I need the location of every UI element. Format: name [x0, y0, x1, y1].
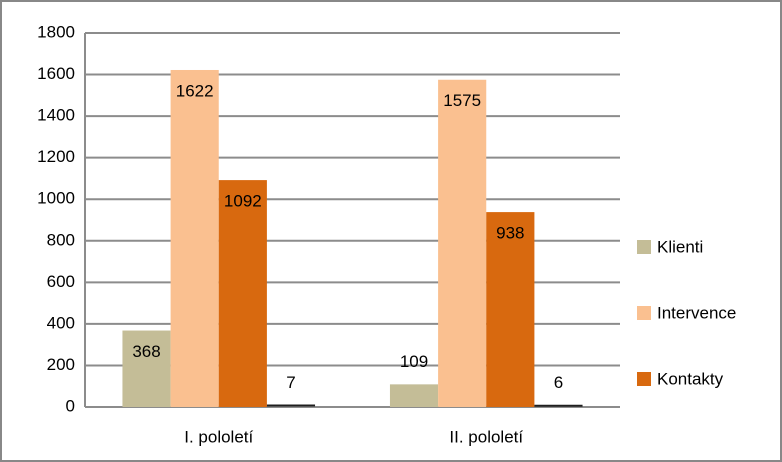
bar — [218, 180, 267, 407]
data-label: 1622 — [176, 81, 214, 100]
y-tick-label: 1600 — [37, 64, 75, 83]
data-label: 6 — [554, 373, 563, 392]
data-label: 938 — [496, 224, 524, 243]
y-tick-label: 0 — [66, 396, 75, 415]
y-tick-label: 800 — [47, 230, 75, 249]
legend-label: Kontakty — [657, 369, 724, 388]
data-label: 7 — [286, 373, 295, 392]
bar — [122, 330, 171, 407]
y-tick-label: 600 — [47, 272, 75, 291]
bar — [438, 79, 487, 407]
y-tick-label: 1800 — [37, 22, 75, 41]
x-tick-label: I. pololetí — [184, 427, 253, 446]
legend-swatch — [637, 306, 651, 320]
x-tick-label: II. pololetí — [449, 427, 523, 446]
y-tick-label: 1200 — [37, 147, 75, 166]
y-tick-label: 1400 — [37, 106, 75, 125]
legend-label: Klienti — [657, 237, 703, 256]
legend-label: Intervence — [657, 303, 736, 322]
y-tick-label: 1000 — [37, 189, 75, 208]
y-tick-label: 200 — [47, 355, 75, 374]
data-label: 1092 — [224, 192, 262, 211]
bar — [389, 384, 439, 407]
y-tick-label: 400 — [47, 313, 75, 332]
bar — [486, 212, 535, 407]
legend-swatch — [637, 240, 651, 254]
bar — [170, 69, 219, 408]
data-label: 1575 — [443, 91, 481, 110]
legend-swatch — [637, 372, 651, 386]
data-label: 368 — [132, 342, 160, 361]
data-label: 109 — [400, 352, 428, 371]
